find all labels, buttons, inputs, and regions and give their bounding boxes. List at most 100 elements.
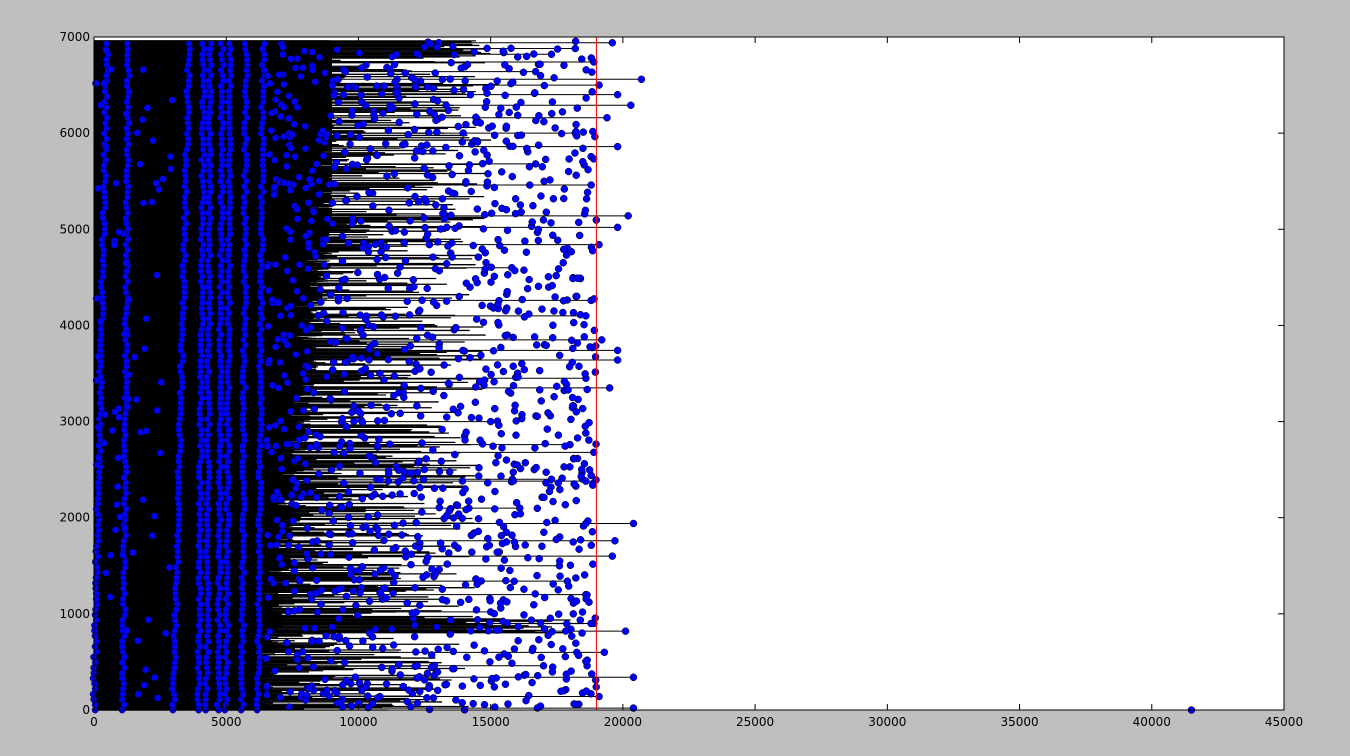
data-point — [452, 324, 459, 331]
data-point — [450, 87, 457, 94]
data-point — [264, 72, 271, 79]
data-point — [534, 672, 541, 679]
data-point — [275, 299, 282, 306]
data-point — [462, 77, 469, 84]
data-point — [512, 195, 519, 202]
data-point — [356, 134, 363, 141]
data-point — [467, 354, 474, 361]
data-point — [502, 681, 509, 688]
data-point — [401, 239, 408, 246]
data-point — [423, 558, 430, 565]
data-point — [329, 199, 336, 206]
data-point — [278, 465, 285, 472]
data-point — [494, 361, 501, 368]
data-point — [550, 195, 557, 202]
data-point — [480, 319, 487, 326]
data-point — [443, 414, 450, 421]
data-point — [448, 59, 455, 66]
data-point — [498, 205, 505, 212]
data-point — [447, 76, 454, 83]
data-point — [331, 164, 338, 171]
data-point — [499, 444, 506, 451]
data-point — [497, 344, 504, 351]
data-point — [317, 299, 324, 306]
data-point — [296, 578, 303, 585]
data-point — [555, 265, 562, 272]
data-point — [437, 498, 444, 505]
data-point — [520, 267, 527, 274]
data-point — [577, 617, 584, 624]
data-point — [500, 368, 507, 375]
data-point — [472, 399, 479, 406]
data-point — [520, 586, 527, 593]
data-point — [342, 359, 349, 366]
data-point — [452, 225, 459, 232]
data-point — [308, 596, 315, 603]
data-point — [470, 700, 477, 707]
data-point — [523, 145, 530, 152]
data-point — [423, 694, 430, 701]
data-point — [567, 562, 574, 569]
data-point — [273, 517, 280, 524]
data-point — [277, 694, 284, 701]
data-point — [297, 494, 304, 501]
data-point — [502, 92, 509, 99]
data-point — [280, 104, 287, 111]
data-point — [419, 297, 426, 304]
data-point — [402, 257, 409, 264]
data-point — [490, 443, 497, 450]
data-point — [264, 682, 271, 689]
data-point — [430, 254, 437, 261]
data-point — [565, 583, 572, 590]
data-point — [504, 227, 511, 234]
data-point — [445, 188, 452, 195]
data-point — [543, 469, 550, 476]
data-point — [428, 651, 435, 658]
data-point — [572, 38, 579, 45]
data-point — [498, 532, 505, 539]
data-point — [342, 197, 349, 204]
data-point — [555, 479, 562, 486]
data-point — [401, 229, 408, 236]
data-point — [425, 129, 432, 136]
data-point — [556, 486, 563, 493]
data-point — [522, 542, 529, 549]
data-point — [261, 41, 267, 47]
data-point — [614, 91, 621, 98]
data-point — [606, 384, 613, 391]
data-point — [313, 577, 320, 584]
data-point — [601, 649, 608, 656]
data-point — [416, 458, 423, 465]
data-point — [345, 488, 352, 495]
data-point — [340, 309, 347, 316]
data-point — [278, 561, 285, 568]
data-point — [577, 311, 584, 318]
data-point — [335, 284, 342, 291]
data-point — [543, 342, 550, 349]
data-point — [470, 242, 477, 249]
data-point — [520, 611, 527, 618]
data-point — [412, 584, 419, 591]
data-point — [488, 371, 495, 378]
data-point — [448, 212, 455, 219]
data-point — [436, 504, 443, 511]
data-point — [390, 642, 397, 649]
data-point — [307, 489, 314, 496]
data-point — [549, 98, 556, 105]
data-point — [316, 54, 323, 61]
data-point — [439, 485, 446, 492]
data-point — [339, 325, 346, 332]
data-point — [286, 92, 293, 99]
data-point — [456, 293, 463, 300]
data-point — [625, 212, 632, 219]
data-point — [285, 648, 292, 655]
data-point — [347, 131, 354, 138]
data-point — [263, 655, 270, 662]
data-point — [124, 41, 130, 47]
data-point — [341, 149, 348, 156]
data-point — [283, 152, 290, 159]
data-point — [331, 449, 338, 456]
data-point — [382, 140, 389, 147]
data-point — [472, 148, 479, 155]
data-point — [407, 703, 414, 710]
